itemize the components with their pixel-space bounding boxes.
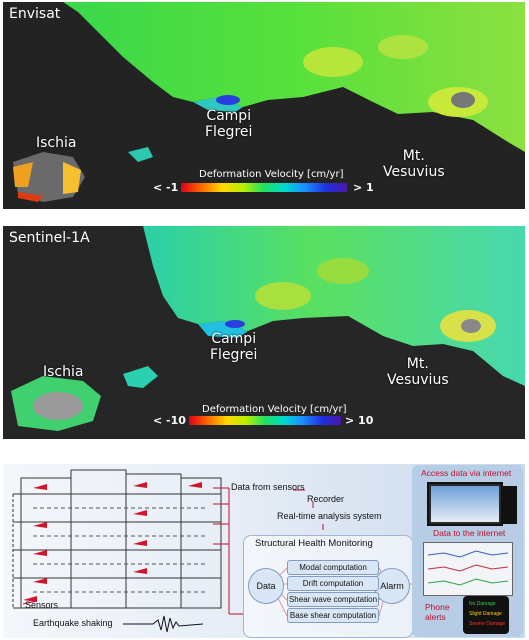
sentinel-label: Sentinel-1A bbox=[9, 230, 90, 246]
modal-computation-box: Modal computation bbox=[287, 560, 379, 575]
sentinel-map-image bbox=[3, 226, 525, 439]
phone-status-severe-damage: Severe Damage bbox=[469, 621, 506, 627]
phone-alerts-label: Phone alerts bbox=[425, 602, 450, 622]
phone-status-no-damage: No Damage bbox=[469, 601, 496, 607]
drift-computation-box: Drift computation bbox=[287, 576, 379, 591]
ischia-label: Ischia bbox=[36, 135, 77, 151]
legend-color-bar bbox=[189, 416, 341, 425]
legend-max-label: > 10 bbox=[345, 414, 374, 427]
access-data-label: Access data via internet bbox=[421, 468, 512, 478]
legend-title: Deformation Velocity [cm/yr] bbox=[199, 169, 344, 180]
envisat-map-panel: Envisat Campi Flegrei Ischia Mt. Vesuviu… bbox=[3, 2, 525, 209]
monitoring-screen-icon bbox=[423, 542, 513, 596]
sensors-label: Sensors bbox=[25, 600, 59, 610]
legend-color-bar bbox=[181, 183, 347, 192]
recorder-label: Recorder bbox=[307, 494, 345, 504]
campi-flegrei-label: Campi Flegrei bbox=[205, 108, 253, 140]
legend-min-label: < -10 bbox=[153, 414, 186, 427]
data-node: Data bbox=[248, 568, 284, 604]
legend-title: Deformation Velocity [cm/yr] bbox=[202, 404, 347, 415]
phone-icon: No Damage Slight Damage Severe Damage bbox=[463, 596, 509, 634]
legend-min-label: < -1 bbox=[153, 181, 179, 194]
phone-status-slight-damage: Slight Damage bbox=[469, 611, 502, 617]
base-shear-computation-box: Base shear computation bbox=[287, 608, 379, 623]
data-to-internet-label: Data to the internet bbox=[433, 528, 506, 538]
desktop-tower-icon bbox=[503, 486, 517, 524]
shm-title: Structural Health Monitoring bbox=[255, 538, 373, 549]
campi-flegrei-label: Campi Flegrei bbox=[210, 331, 258, 363]
envisat-map-image bbox=[3, 2, 525, 209]
realtime-analysis-label: Real-time analysis system bbox=[277, 511, 382, 521]
desktop-monitor-icon bbox=[427, 482, 503, 526]
shear-wave-computation-box: Shear wave computation bbox=[287, 592, 379, 607]
vesuvius-label: Mt. Vesuvius bbox=[383, 148, 445, 180]
building-drawing bbox=[12, 469, 516, 633]
alarm-node: Alarm bbox=[374, 568, 410, 604]
vesuvius-label: Mt. Vesuvius bbox=[387, 356, 449, 388]
sentinel-map-panel: Sentinel-1A Campi Flegrei Ischia Mt. Ves… bbox=[3, 226, 525, 439]
envisat-label: Envisat bbox=[9, 6, 61, 22]
ischia-label: Ischia bbox=[43, 364, 84, 380]
legend-max-label: > 1 bbox=[353, 181, 374, 194]
structural-monitoring-diagram: Data from sensors Recorder Real-time ana… bbox=[3, 464, 525, 638]
earthquake-shaking-label: Earthquake shaking bbox=[33, 618, 113, 628]
data-from-sensors-label: Data from sensors bbox=[231, 482, 305, 492]
